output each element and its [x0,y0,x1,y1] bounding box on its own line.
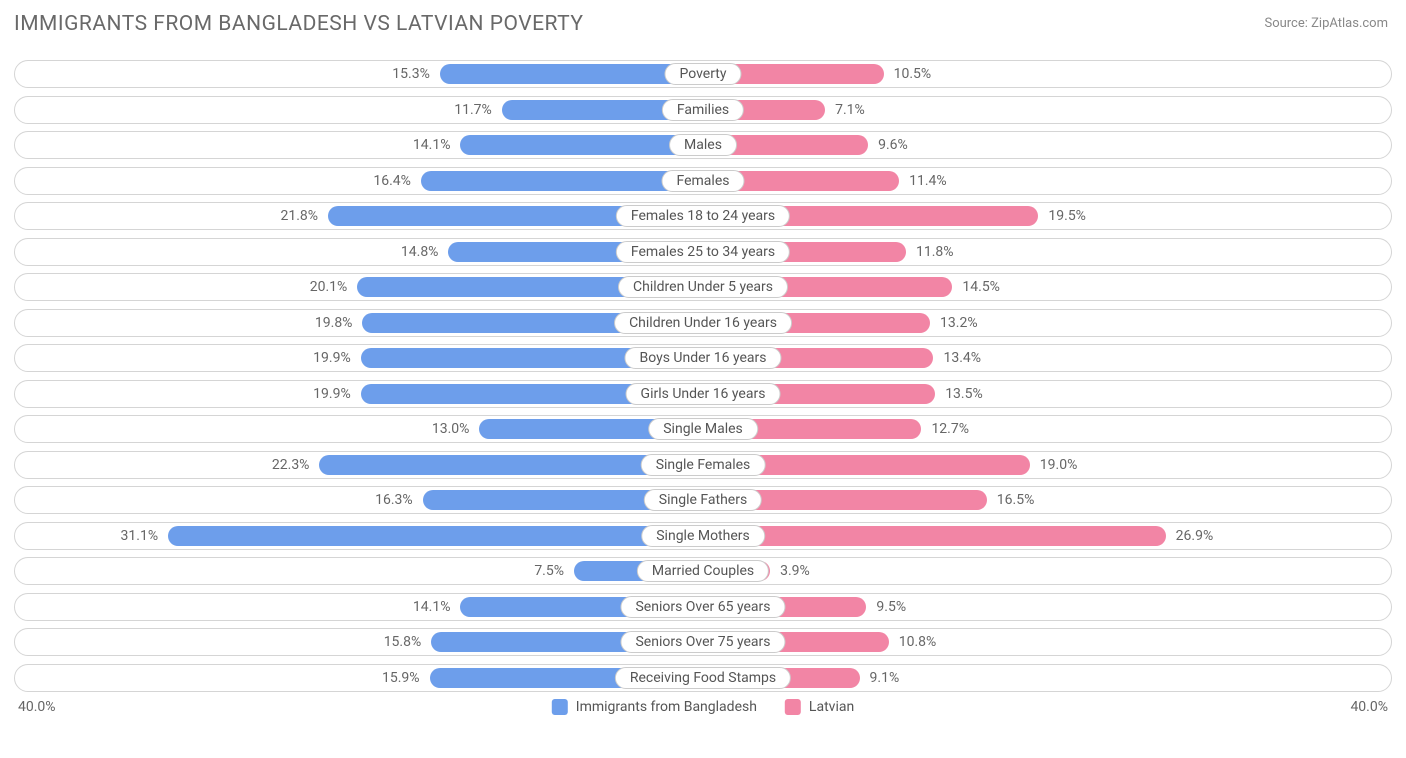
bar-row: 19.9% 13.5% Girls Under 16 years [14,380,1392,408]
value-left: 20.1% [310,279,348,295]
value-left: 21.8% [280,208,318,224]
bar-row: 16.4% 11.4% Females [14,167,1392,195]
value-left: 13.0% [432,421,470,437]
category-label: Seniors Over 65 years [620,596,785,618]
value-right: 3.9% [780,563,810,579]
category-label: Children Under 16 years [614,312,792,334]
bar-row: 14.1% 9.6% Males [14,131,1392,159]
value-right: 13.5% [945,386,983,402]
value-left: 31.1% [121,528,159,544]
chart-area: 15.3% 10.5% Poverty 11.7% 7.1% Families 14.1% 9… [14,60,1392,704]
legend-swatch-left [552,699,568,715]
value-left: 19.9% [313,350,351,366]
value-right: 26.9% [1176,528,1214,544]
bar-row: 21.8% 19.5% Females 18 to 24 years [14,202,1392,230]
value-right: 13.4% [943,350,981,366]
value-right: 10.5% [894,66,932,82]
category-label: Boys Under 16 years [624,347,781,369]
bar-row: 31.1% 26.9% Single Mothers [14,522,1392,550]
bar-row: 11.7% 7.1% Families [14,96,1392,124]
category-label: Poverty [664,63,741,85]
legend-item-right: Latvian [785,699,854,715]
value-right: 9.1% [870,670,900,686]
value-left: 19.9% [313,386,351,402]
value-right: 11.4% [909,173,947,189]
axis-max-left: 40.0% [18,699,56,715]
value-left: 14.8% [401,244,439,260]
bar-row: 22.3% 19.0% Single Females [14,451,1392,479]
value-left: 15.8% [384,634,422,650]
bar-row: 15.3% 10.5% Poverty [14,60,1392,88]
value-right: 9.6% [878,137,908,153]
value-left: 16.4% [373,173,411,189]
axis-max-right: 40.0% [1350,699,1388,715]
value-right: 13.2% [940,315,978,331]
value-right: 19.5% [1048,208,1086,224]
bar-row: 13.0% 12.7% Single Males [14,415,1392,443]
bar-row: 14.1% 9.5% Seniors Over 65 years [14,593,1392,621]
value-right: 14.5% [962,279,1000,295]
category-label: Receiving Food Stamps [615,667,791,689]
legend-label-right: Latvian [809,699,854,715]
category-label: Females [662,170,745,192]
rows-container: 15.3% 10.5% Poverty 11.7% 7.1% Families 14.1% 9… [14,60,1392,692]
category-label: Single Mothers [641,525,765,547]
category-label: Children Under 5 years [618,276,788,298]
value-left: 15.9% [382,670,420,686]
legend-swatch-right [785,699,801,715]
value-right: 19.0% [1040,457,1078,473]
category-label: Seniors Over 75 years [620,631,785,653]
category-label: Single Males [648,418,758,440]
category-label: Single Females [641,454,766,476]
category-label: Girls Under 16 years [626,383,781,405]
bar-left [168,526,703,546]
bar-row: 20.1% 14.5% Children Under 5 years [14,273,1392,301]
legend-item-left: Immigrants from Bangladesh [552,699,757,715]
bar-row: 15.8% 10.8% Seniors Over 75 years [14,628,1392,656]
value-left: 22.3% [272,457,310,473]
legend-label-left: Immigrants from Bangladesh [576,699,757,715]
bar-row: 19.8% 13.2% Children Under 16 years [14,309,1392,337]
bar-row: 7.5% 3.9% Married Couples [14,557,1392,585]
value-right: 11.8% [916,244,954,260]
category-label: Males [669,134,737,156]
value-left: 11.7% [454,102,492,118]
value-right: 12.7% [931,421,969,437]
value-right: 9.5% [876,599,906,615]
category-label: Females 25 to 34 years [616,241,790,263]
value-left: 15.3% [392,66,430,82]
value-left: 16.3% [375,492,413,508]
chart-title: IMMIGRANTS FROM BANGLADESH VS LATVIAN PO… [14,12,583,36]
value-left: 14.1% [413,599,451,615]
value-left: 14.1% [413,137,451,153]
bar-row: 15.9% 9.1% Receiving Food Stamps [14,664,1392,692]
category-label: Females 18 to 24 years [616,205,790,227]
value-right: 16.5% [997,492,1035,508]
bar-right [703,526,1166,546]
bar-row: 14.8% 11.8% Females 25 to 34 years [14,238,1392,266]
value-left: 7.5% [534,563,564,579]
axis-row: 40.0% Immigrants from Bangladesh Latvian… [14,699,1392,719]
category-label: Married Couples [637,560,769,582]
category-label: Families [662,99,744,121]
bar-left [460,135,703,155]
value-right: 10.8% [899,634,937,650]
bar-row: 19.9% 13.4% Boys Under 16 years [14,344,1392,372]
bar-row: 16.3% 16.5% Single Fathers [14,486,1392,514]
category-label: Single Fathers [644,489,762,511]
legend: Immigrants from Bangladesh Latvian [552,699,854,715]
value-left: 19.8% [315,315,353,331]
source-label: Source: ZipAtlas.com [1264,16,1388,31]
value-right: 7.1% [835,102,865,118]
